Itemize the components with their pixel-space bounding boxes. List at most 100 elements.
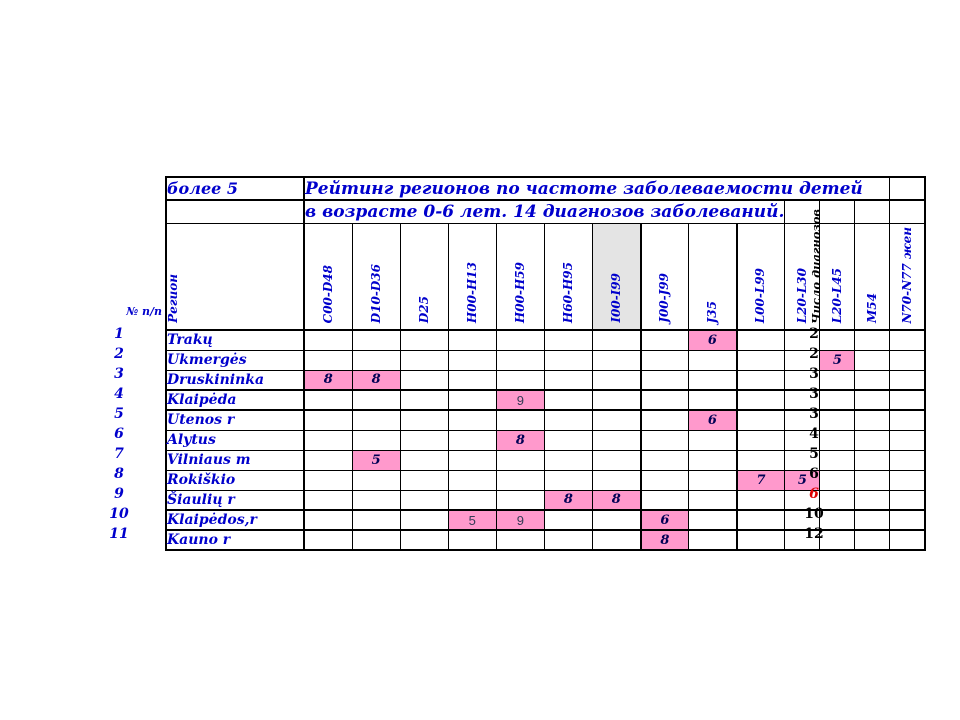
- empty-cell: [591, 509, 642, 532]
- code-header-H00-H13: H00-H13: [447, 222, 497, 332]
- totals-column-label: Число диагнозов: [806, 208, 828, 324]
- empty-cell: [688, 509, 738, 532]
- region-column-label: Регион: [166, 274, 180, 324]
- empty-cell: [399, 369, 449, 392]
- region-cell-3: Druskininka: [165, 369, 305, 392]
- region-header-cell: Регион: [165, 222, 305, 332]
- empty-cell: [736, 429, 786, 451]
- empty-cell: [543, 469, 593, 491]
- empty-cell: [543, 509, 593, 532]
- code-header-label: J00-J99: [657, 273, 672, 324]
- empty-cell: [688, 369, 738, 392]
- value-cell-L00-L99: 7: [736, 469, 786, 491]
- empty-cell: [303, 529, 353, 551]
- empty-cell: [591, 449, 642, 471]
- region-cell-6: Alytus: [165, 429, 305, 451]
- empty-cell: [591, 389, 642, 412]
- table-row: Alytus 8: [165, 429, 926, 451]
- region-cell-1: Trakų: [165, 329, 305, 351]
- empty-cell: [736, 529, 786, 551]
- empty-cell: [736, 449, 786, 471]
- empty-cell: [447, 369, 497, 392]
- value-cell-J35: 6: [688, 409, 738, 431]
- empty-cell: [447, 329, 497, 351]
- empty-cell: [736, 329, 786, 351]
- empty-cell: [447, 489, 497, 512]
- row-number: 2: [114, 346, 124, 362]
- empty-cell: [543, 369, 593, 392]
- code-header-D25: D25: [399, 222, 449, 332]
- value-cell-D10-D36: 8: [351, 369, 401, 392]
- code-header-label: D25: [416, 295, 431, 324]
- row-total: 10: [804, 506, 824, 522]
- table-row: Trakų 6: [165, 329, 926, 351]
- empty-cell: [351, 329, 401, 351]
- empty-cell: [640, 409, 690, 431]
- empty-cell: [688, 429, 738, 451]
- row-total: 2: [809, 326, 819, 342]
- empty-cell: [351, 469, 401, 491]
- row-total: 5: [809, 446, 819, 462]
- value-cell-H60-H95: 8: [543, 489, 593, 512]
- row-number: 9: [114, 486, 124, 502]
- code-header-label: H00-H59: [512, 261, 527, 324]
- empty-cell: [819, 199, 856, 224]
- title-row-1: более 5 Рейтинг регионов по частоте забо…: [165, 176, 926, 201]
- table-row: Klaipėdos,r 5 9 6: [165, 509, 926, 532]
- empty-cell: [889, 469, 926, 491]
- empty-cell: [399, 429, 449, 451]
- row-total: 12: [804, 526, 824, 542]
- totals-gutter: 2 2 3 3 3 4 5 6 6 10 12: [797, 326, 831, 546]
- code-header-label: C00-D48: [320, 264, 335, 324]
- table-row: Druskininka 8 8: [165, 369, 926, 392]
- empty-cell: [543, 409, 593, 431]
- value-cell-L20-L30: 5: [784, 469, 821, 491]
- code-header-label: J35: [704, 300, 719, 324]
- empty-cell: [351, 429, 401, 451]
- empty-cell: [447, 409, 497, 431]
- code-header-L20-L45: L20-L45: [819, 222, 856, 332]
- code-header-D10-D36: D10-D36: [351, 222, 401, 332]
- empty-cell: [351, 489, 401, 512]
- empty-cell: [495, 349, 545, 371]
- empty-cell: [303, 469, 353, 491]
- code-header-J00-J99: J00-J99: [640, 222, 690, 332]
- value-cell-J00-J99: 8: [640, 529, 690, 551]
- code-header-L00-L99: L00-L99: [736, 222, 786, 332]
- empty-cell: [495, 449, 545, 471]
- value-cell-H00-H59: 9: [495, 389, 545, 412]
- row-number: 10: [109, 506, 129, 522]
- row-number: 7: [114, 446, 124, 462]
- empty-cell: [688, 489, 738, 512]
- table-row: Rokiškio 7 5: [165, 469, 926, 491]
- empty-cell: [889, 429, 926, 451]
- row-number: 11: [109, 526, 129, 542]
- empty-cell: [591, 369, 642, 392]
- region-cell-4: Klaipėda: [165, 389, 305, 412]
- table-title-line1: Рейтинг регионов по частоте заболеваемос…: [303, 176, 891, 201]
- empty-cell: [688, 529, 738, 551]
- code-header-H00-H59: H00-H59: [495, 222, 545, 332]
- empty-cell: [399, 409, 449, 431]
- empty-cell: [165, 199, 305, 224]
- value-cell-I00-I99: 8: [591, 489, 642, 512]
- empty-cell: [736, 349, 786, 371]
- empty-cell: [591, 429, 642, 451]
- row-total: 6: [809, 486, 819, 502]
- table-row: Klaipėda 9: [165, 389, 926, 412]
- table-row: Vilniaus m 5: [165, 449, 926, 471]
- value-cell-H00-H59: 9: [495, 509, 545, 532]
- empty-cell: [495, 529, 545, 551]
- rating-table: более 5 Рейтинг регионов по частоте забо…: [165, 176, 926, 552]
- code-header-label: H00-H13: [464, 261, 479, 324]
- value-cell-D10-D36: 5: [351, 449, 401, 471]
- region-cell-11: Kauno r: [165, 529, 305, 551]
- empty-cell: [736, 489, 786, 512]
- empty-cell: [889, 349, 926, 371]
- empty-cell: [399, 389, 449, 412]
- empty-cell: [688, 449, 738, 471]
- row-number: 5: [114, 406, 124, 422]
- code-header-label: N70-N77 жен: [899, 226, 914, 324]
- empty-cell: [854, 469, 891, 491]
